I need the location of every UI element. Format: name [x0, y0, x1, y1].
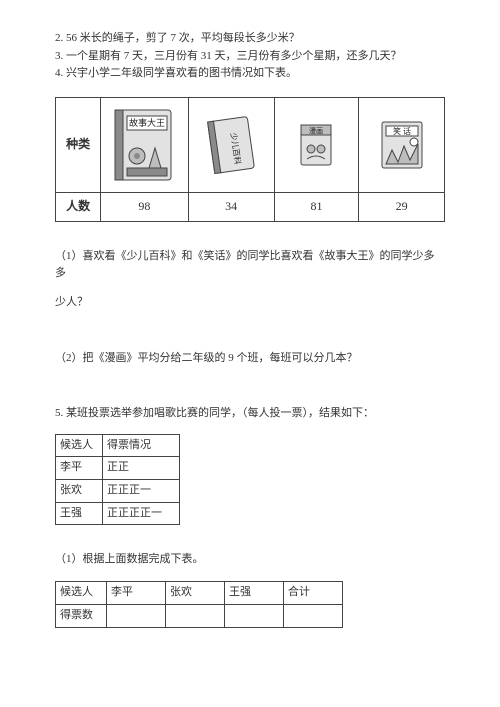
question-2: 2. 56 米长的绳子，剪了 7 次，平均每段长多少米？ [55, 30, 445, 48]
count-cell: 81 [274, 192, 359, 221]
book-icon: 漫画 [293, 117, 339, 173]
result-header: 张欢 [166, 581, 225, 604]
table-row: 李平 正正 [56, 457, 180, 480]
result-cell [166, 604, 225, 627]
book-icon: 少儿百科 [201, 109, 261, 181]
book-icon: 故事大王 [109, 104, 179, 186]
table-row: 王强 正正正正一 [56, 502, 180, 525]
result-cell [225, 604, 284, 627]
count-cell: 29 [359, 192, 445, 221]
result-cell [107, 604, 166, 627]
vote-tally: 正正正一 [103, 479, 180, 502]
result-header: 王强 [225, 581, 284, 604]
svg-text:笑 话: 笑 话 [393, 126, 411, 136]
svg-text:漫画: 漫画 [309, 126, 323, 135]
vote-tally: 正正 [103, 457, 180, 480]
row-label-count: 人数 [56, 192, 101, 221]
table-row: 候选人 得票情况 [56, 434, 180, 457]
vote-header-1: 得票情况 [103, 434, 180, 457]
table-row: 人数 98 34 81 29 [56, 192, 445, 221]
table-row: 张欢 正正正一 [56, 479, 180, 502]
vote-tally: 正正正正一 [103, 502, 180, 525]
result-header: 李平 [107, 581, 166, 604]
question-4-1a: （1）喜欢看《少儿百科》和《笑话》的同学比喜欢看《故事大王》的同学少多多 [55, 248, 445, 283]
question-4-2: （2）把《漫画》平均分给二年级的 9 个班，每班可以分几本？ [55, 350, 445, 368]
question-5: 5. 某班投票选举参加唱歌比赛的同学，（每人投一票），结果如下： [55, 405, 445, 423]
vote-name: 李平 [56, 457, 103, 480]
result-row-label: 得票数 [56, 604, 107, 627]
vote-table: 候选人 得票情况 李平 正正 张欢 正正正一 王强 正正正正一 [55, 434, 180, 525]
count-cell: 98 [101, 192, 188, 221]
vote-name: 张欢 [56, 479, 103, 502]
book-cell-3: 笑 话 [359, 97, 445, 192]
table-row: 候选人 李平 张欢 王强 合计 [56, 581, 343, 604]
svg-text:故事大王: 故事大王 [129, 117, 165, 128]
question-4: 4. 兴宇小学二年级同学喜欢看的图书情况如下表。 [55, 65, 445, 83]
table-row: 种类 故事大王 少儿百科 [56, 97, 445, 192]
book-cell-2: 漫画 [274, 97, 359, 192]
book-table: 种类 故事大王 少儿百科 [55, 97, 445, 222]
question-5-1: （1）根据上面数据完成下表。 [55, 551, 445, 569]
question-4-1b: 少人？ [55, 294, 445, 312]
result-header: 合计 [284, 581, 343, 604]
question-3: 3. 一个星期有 7 天，三月份有 31 天，三月份有多少个星期，还多几天？ [55, 48, 445, 66]
result-header: 候选人 [56, 581, 107, 604]
row-label-kind: 种类 [56, 97, 101, 192]
book-icon: 笑 话 [374, 114, 430, 176]
result-cell [284, 604, 343, 627]
book-cell-1: 少儿百科 [188, 97, 274, 192]
table-row: 得票数 [56, 604, 343, 627]
vote-name: 王强 [56, 502, 103, 525]
count-cell: 34 [188, 192, 274, 221]
book-cell-0: 故事大王 [101, 97, 188, 192]
vote-header-0: 候选人 [56, 434, 103, 457]
result-table: 候选人 李平 张欢 王强 合计 得票数 [55, 581, 343, 628]
